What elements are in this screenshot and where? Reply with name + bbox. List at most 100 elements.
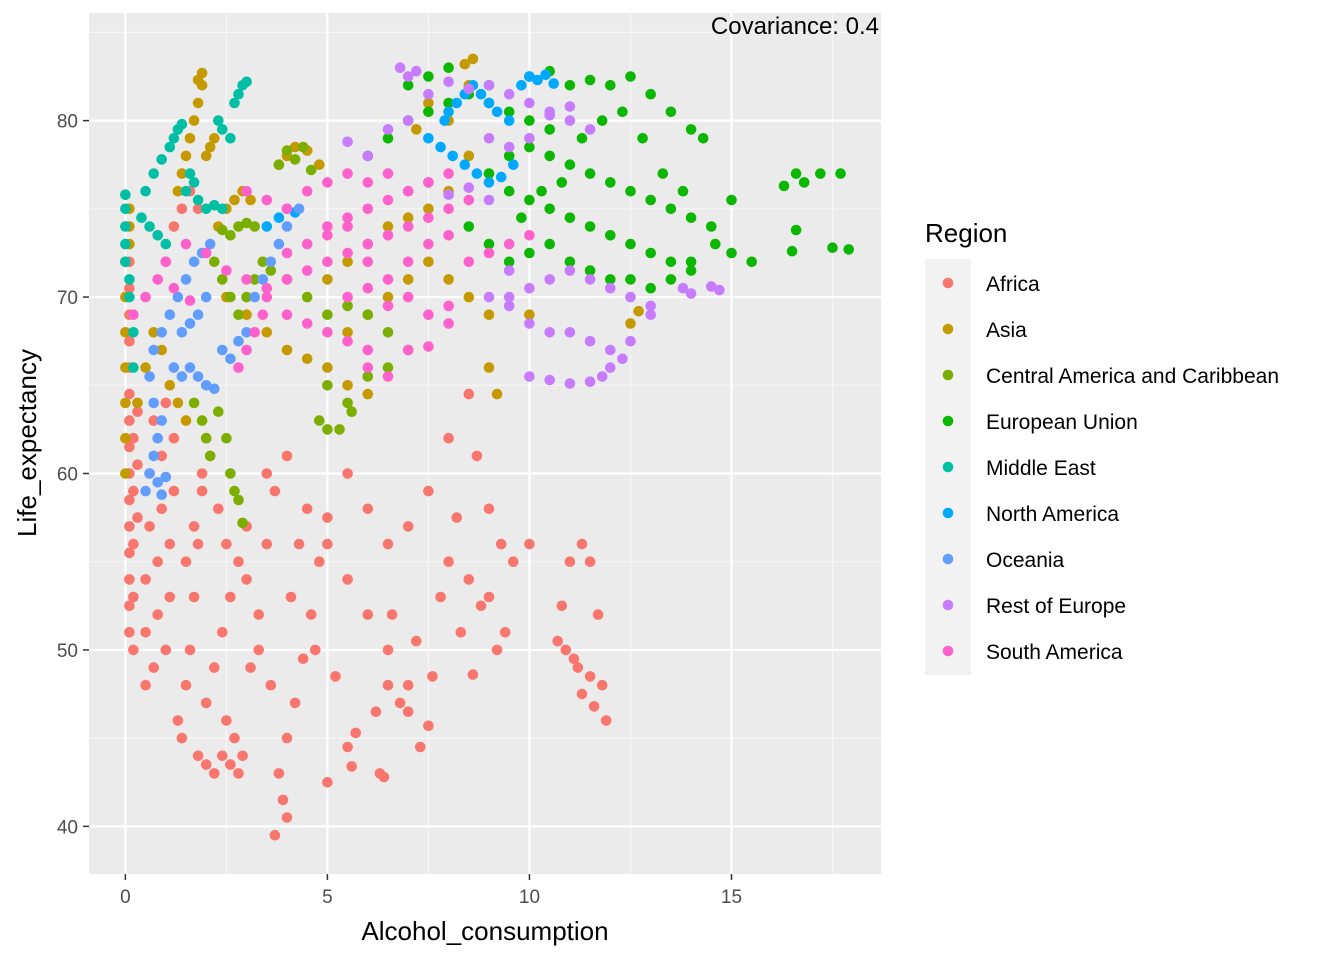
data-point <box>423 97 434 109</box>
data-point <box>483 247 495 259</box>
data-point <box>584 335 596 347</box>
data-point <box>225 468 236 479</box>
data-point <box>394 62 406 73</box>
data-point <box>160 256 172 268</box>
data-point <box>499 627 511 638</box>
data-point <box>132 459 143 471</box>
data-point <box>495 171 507 183</box>
data-point <box>463 574 475 585</box>
data-point <box>128 327 139 338</box>
data-point <box>168 362 180 373</box>
data-point <box>140 185 151 197</box>
data-point <box>402 71 414 82</box>
data-point <box>483 97 495 109</box>
data-point <box>382 679 394 691</box>
data-point <box>382 371 394 382</box>
data-point <box>350 727 362 739</box>
series-oceania <box>140 203 305 501</box>
data-point <box>625 71 636 82</box>
data-point <box>209 256 220 268</box>
data-point <box>362 503 374 515</box>
data-point <box>342 256 353 268</box>
data-point <box>184 168 196 179</box>
data-point <box>536 185 547 197</box>
data-point <box>322 512 333 523</box>
data-point <box>625 238 636 250</box>
data-point <box>524 141 535 153</box>
data-point <box>677 185 689 197</box>
data-point <box>257 309 269 321</box>
legend-label: South America <box>986 641 1123 664</box>
data-point <box>132 397 143 409</box>
data-point <box>124 282 135 294</box>
data-point <box>786 245 798 257</box>
data-point <box>168 221 180 232</box>
data-point <box>524 194 535 206</box>
data-point <box>277 794 289 806</box>
data-point <box>213 115 224 126</box>
data-point <box>423 88 434 100</box>
data-point <box>459 58 471 70</box>
x-tick-label: 0 <box>120 887 131 908</box>
data-point <box>835 168 846 179</box>
legend-label: North America <box>986 503 1119 526</box>
data-point <box>790 224 802 236</box>
data-point <box>322 362 333 373</box>
data-point <box>273 212 285 223</box>
legend-key <box>942 277 954 289</box>
data-point <box>136 212 147 223</box>
data-point <box>301 291 313 303</box>
data-point <box>192 309 204 321</box>
data-point <box>435 141 446 153</box>
data-point <box>120 397 131 409</box>
data-point <box>544 374 555 386</box>
data-point <box>301 185 313 197</box>
data-point <box>217 124 228 135</box>
y-tick-label: 50 <box>57 641 78 662</box>
data-point <box>605 344 616 356</box>
y-axis: 40 50 60 70 80 <box>57 112 89 838</box>
data-point <box>209 662 220 673</box>
x-tick-label: 5 <box>322 887 333 908</box>
data-point <box>790 168 802 179</box>
data-point <box>156 327 167 338</box>
data-point <box>617 353 628 365</box>
data-point <box>491 644 503 656</box>
data-point <box>217 344 228 356</box>
legend-label: Rest of Europe <box>986 595 1126 618</box>
data-point <box>156 503 167 515</box>
y-tick-label: 40 <box>57 817 78 838</box>
data-point <box>168 282 180 294</box>
data-point <box>402 344 414 356</box>
data-point <box>257 256 269 268</box>
legend-label: Africa <box>986 273 1040 296</box>
data-point <box>180 274 192 285</box>
data-point <box>584 556 596 567</box>
data-point <box>217 274 228 285</box>
data-point <box>625 318 636 329</box>
data-point <box>584 74 596 86</box>
data-point <box>411 635 422 647</box>
legend-label: European Union <box>986 411 1138 434</box>
data-point <box>213 406 224 418</box>
data-point <box>314 556 325 567</box>
data-point <box>346 761 358 772</box>
data-point <box>156 154 167 165</box>
data-point <box>124 335 135 347</box>
data-point <box>382 538 394 550</box>
data-point <box>301 318 313 329</box>
data-point <box>188 397 200 409</box>
data-point <box>233 309 244 321</box>
data-point <box>471 450 483 462</box>
data-point <box>423 341 434 352</box>
data-point <box>293 203 305 215</box>
data-point <box>524 230 535 241</box>
data-point <box>382 230 394 241</box>
data-point <box>152 556 163 567</box>
data-point <box>204 141 216 153</box>
data-point <box>156 344 167 356</box>
data-point <box>221 715 232 726</box>
data-point <box>544 203 555 215</box>
data-point <box>443 168 454 179</box>
data-point <box>225 291 236 303</box>
